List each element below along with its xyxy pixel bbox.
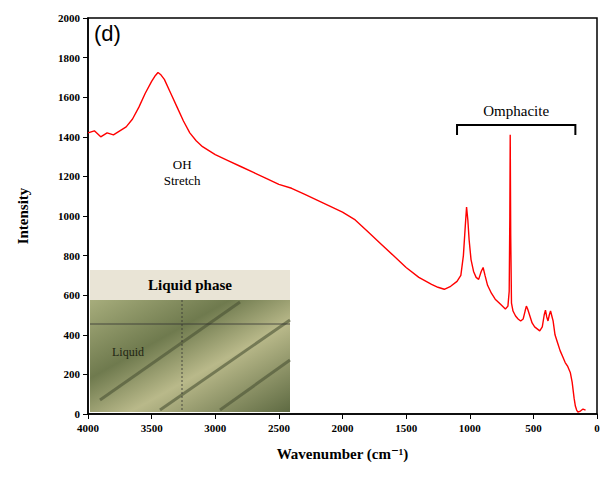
svg-text:1000: 1000	[58, 210, 81, 222]
svg-text:1600: 1600	[58, 91, 81, 103]
svg-text:3000: 3000	[204, 422, 227, 434]
svg-text:Liquid: Liquid	[112, 345, 144, 359]
svg-text:400: 400	[64, 329, 81, 341]
svg-text:Wavenumber (cm⁻¹): Wavenumber (cm⁻¹)	[277, 446, 409, 463]
svg-text:(d): (d)	[94, 21, 121, 46]
svg-text:0: 0	[75, 408, 81, 420]
svg-text:3500: 3500	[141, 422, 164, 434]
svg-text:Omphacite: Omphacite	[483, 103, 549, 119]
svg-text:1200: 1200	[58, 170, 81, 182]
svg-text:OH: OH	[173, 157, 192, 172]
svg-text:1500: 1500	[395, 422, 418, 434]
svg-text:0: 0	[594, 422, 600, 434]
svg-text:500: 500	[525, 422, 542, 434]
svg-text:1000: 1000	[459, 422, 482, 434]
svg-text:2500: 2500	[268, 422, 291, 434]
svg-text:2000: 2000	[58, 12, 81, 24]
svg-text:1800: 1800	[58, 52, 81, 64]
svg-text:2000: 2000	[332, 422, 355, 434]
svg-text:200: 200	[64, 368, 81, 380]
svg-text:Intensity: Intensity	[15, 187, 31, 244]
svg-text:1400: 1400	[58, 131, 81, 143]
svg-text:800: 800	[64, 250, 81, 262]
svg-text:Stretch: Stretch	[164, 173, 201, 188]
svg-text:600: 600	[64, 289, 81, 301]
svg-text:Liquid phase: Liquid phase	[148, 277, 232, 293]
svg-text:4000: 4000	[77, 422, 100, 434]
